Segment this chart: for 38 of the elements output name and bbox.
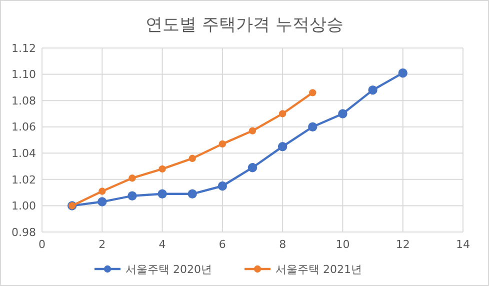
point	[158, 189, 167, 198]
point	[218, 140, 226, 148]
point	[248, 163, 258, 172]
point	[309, 89, 316, 96]
x-tick-label: 8	[279, 238, 286, 251]
x-tick-label: 10	[336, 238, 350, 251]
x-tick-label: 14	[456, 238, 470, 251]
legend-label: 서울주택 2020년	[126, 262, 212, 276]
point	[98, 197, 107, 206]
point	[128, 174, 136, 182]
x-tick-label: 6	[218, 238, 226, 251]
point	[368, 85, 378, 95]
x-tick-label: 0	[38, 238, 46, 251]
y-tick-label: 1.12	[12, 42, 36, 55]
point	[308, 122, 318, 132]
chart-title: 연도별 주택가격 누적상승	[146, 15, 344, 35]
point	[338, 109, 348, 118]
point	[158, 165, 166, 173]
point	[188, 154, 196, 162]
point	[248, 127, 256, 134]
point	[278, 110, 286, 118]
y-tick-label: 1.02	[12, 173, 36, 186]
point	[218, 181, 228, 191]
y-tick-label: 1.04	[12, 146, 36, 160]
x-tick-label: 4	[158, 238, 166, 251]
y-tick-label: 0.98	[12, 226, 36, 239]
legend-label: 서울주택 2021년	[276, 262, 362, 276]
point	[278, 142, 288, 152]
x-tick-label: 12	[396, 238, 410, 251]
y-tick-label: 1.00	[12, 200, 36, 213]
y-tick-label: 1.10	[12, 68, 36, 82]
point	[398, 68, 408, 78]
y-tick-label: 1.08	[12, 94, 36, 108]
point	[98, 188, 106, 195]
point	[188, 189, 197, 198]
x-tick-label: 2	[98, 238, 106, 251]
y-tick-label: 1.06	[12, 120, 36, 134]
point	[128, 191, 137, 200]
